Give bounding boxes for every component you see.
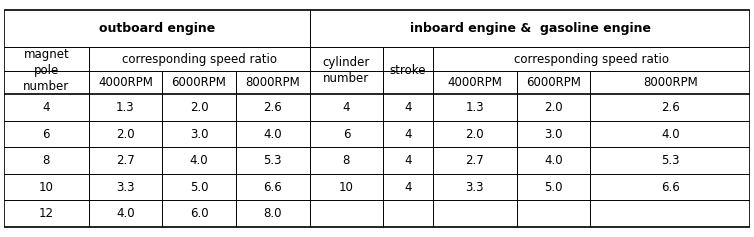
- Text: 4: 4: [404, 101, 412, 114]
- Text: 5.3: 5.3: [264, 154, 282, 167]
- Text: 4.0: 4.0: [116, 207, 135, 220]
- Text: 5.0: 5.0: [544, 181, 562, 194]
- Text: 2.0: 2.0: [190, 101, 208, 114]
- Text: 3.3: 3.3: [465, 181, 484, 194]
- Text: outboard engine: outboard engine: [99, 22, 215, 35]
- Text: 4: 4: [404, 154, 412, 167]
- Text: 8000RPM: 8000RPM: [246, 76, 300, 89]
- Text: 6000RPM: 6000RPM: [526, 76, 581, 89]
- Text: 8: 8: [343, 154, 350, 167]
- Text: 6: 6: [342, 128, 350, 141]
- Text: 3.0: 3.0: [544, 128, 562, 141]
- Text: 2.6: 2.6: [661, 101, 680, 114]
- Text: 4: 4: [404, 128, 412, 141]
- Text: 4: 4: [404, 181, 412, 194]
- Text: 4: 4: [42, 101, 50, 114]
- Text: 3.0: 3.0: [190, 128, 208, 141]
- Text: 4.0: 4.0: [661, 128, 679, 141]
- Text: 2.7: 2.7: [116, 154, 135, 167]
- Text: 1.3: 1.3: [465, 101, 484, 114]
- Text: 4000RPM: 4000RPM: [98, 76, 153, 89]
- Text: 2.0: 2.0: [465, 128, 484, 141]
- Text: corresponding speed ratio: corresponding speed ratio: [122, 53, 277, 66]
- Text: 2.7: 2.7: [465, 154, 484, 167]
- Text: 4000RPM: 4000RPM: [447, 76, 502, 89]
- Text: 2.0: 2.0: [544, 101, 562, 114]
- Text: 5.0: 5.0: [190, 181, 208, 194]
- Text: 5.3: 5.3: [661, 154, 679, 167]
- Text: 8: 8: [43, 154, 50, 167]
- Text: corresponding speed ratio: corresponding speed ratio: [514, 53, 669, 66]
- Text: 6.6: 6.6: [661, 181, 680, 194]
- Text: 12: 12: [38, 207, 54, 220]
- Text: 2.6: 2.6: [263, 101, 282, 114]
- Text: 6.6: 6.6: [263, 181, 282, 194]
- Text: 10: 10: [39, 181, 54, 194]
- Text: stroke: stroke: [390, 64, 426, 77]
- Text: 3.3: 3.3: [116, 181, 135, 194]
- Text: 8000RPM: 8000RPM: [643, 76, 697, 89]
- Text: cylinder
number: cylinder number: [323, 56, 370, 86]
- Text: 6000RPM: 6000RPM: [171, 76, 226, 89]
- Text: 4.0: 4.0: [264, 128, 282, 141]
- Text: 2.0: 2.0: [116, 128, 135, 141]
- Text: 4.0: 4.0: [544, 154, 562, 167]
- Text: 8.0: 8.0: [264, 207, 282, 220]
- Text: 6: 6: [42, 128, 50, 141]
- Text: 1.3: 1.3: [116, 101, 135, 114]
- Text: 6.0: 6.0: [190, 207, 208, 220]
- Text: 10: 10: [339, 181, 354, 194]
- Text: inboard engine &  gasoline engine: inboard engine & gasoline engine: [409, 22, 651, 35]
- Text: magnet
pole
number: magnet pole number: [23, 49, 69, 93]
- Text: 4.0: 4.0: [190, 154, 208, 167]
- Text: 4: 4: [342, 101, 350, 114]
